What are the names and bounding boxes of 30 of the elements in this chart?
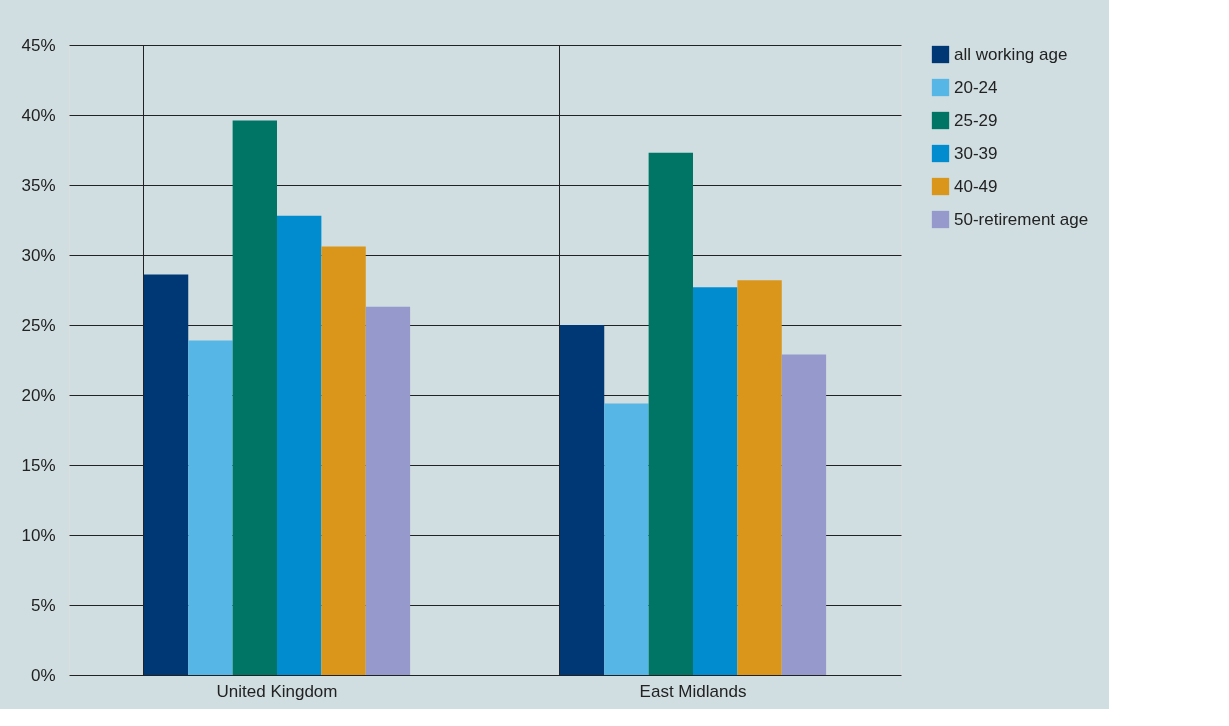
bar [781, 354, 827, 675]
y-tick-label: 15% [21, 455, 56, 475]
legend-label: 30-39 [954, 143, 998, 163]
bar [277, 215, 322, 675]
y-tick-label: 5% [30, 595, 56, 615]
legend-label: 25-29 [954, 110, 998, 130]
y-tick-label: 35% [21, 175, 56, 195]
legend-label: all working age [954, 44, 1068, 64]
bar [365, 306, 411, 675]
y-tick-label: 20% [21, 385, 56, 405]
bar [321, 246, 366, 675]
y-tick-label: 0% [30, 665, 56, 685]
bar [232, 120, 277, 675]
bar [737, 280, 782, 675]
bar [143, 274, 189, 675]
y-tick-label: 45% [21, 35, 56, 55]
legend-label: 40-49 [954, 176, 998, 196]
bar [188, 340, 233, 675]
y-tick-label: 40% [21, 105, 56, 125]
bar [604, 403, 649, 675]
x-tick-label: East Midlands [639, 681, 747, 701]
legend-label: 50-retirement age [954, 209, 1089, 229]
bar [648, 152, 693, 675]
y-tick-label: 25% [21, 315, 56, 335]
y-tick-label: 10% [21, 525, 56, 545]
bar [559, 325, 605, 675]
y-tick-label: 30% [21, 245, 56, 265]
legend-label: 20-24 [954, 77, 998, 97]
bar [693, 287, 738, 675]
x-tick-label: United Kingdom [216, 681, 338, 701]
